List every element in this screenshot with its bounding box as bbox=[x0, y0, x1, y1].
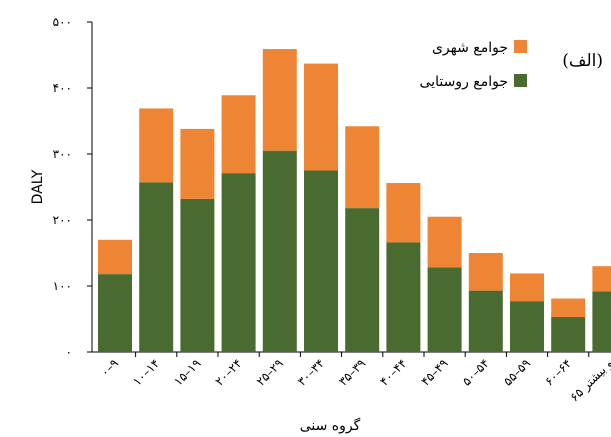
x-tick-label: ۲۵–۲۹ bbox=[254, 356, 286, 388]
x-tick-label: ۴۵–۴۹ bbox=[418, 356, 450, 388]
bar-segment bbox=[510, 273, 544, 302]
x-axis: ۰–۹ ۱۰–۱۴ ۱۵–۱۹ ۲۰–۲۴ ۲۵–۲۹ ۳۰–۳۴ ۳۵–۳۹ ۴۰–۴۴ ۴۵… bbox=[92, 351, 611, 405]
x-tick-label: ۶۵ و بیشتر bbox=[567, 356, 611, 405]
bar-segment bbox=[98, 239, 132, 275]
bar-segment bbox=[139, 182, 174, 352]
legend-label: جوامع روستایی bbox=[420, 74, 508, 90]
x-tick-label: ۴۰–۴۴ bbox=[377, 356, 409, 388]
x-tick-label: ۳۰–۳۴ bbox=[295, 356, 327, 388]
bar-segment bbox=[180, 198, 215, 352]
bar-segment bbox=[592, 291, 611, 352]
panel-label: (الف) bbox=[562, 51, 603, 71]
legend: جوامع شهری جوامع روستایی bbox=[420, 40, 527, 90]
x-tick-label: ۳۵–۳۹ bbox=[336, 356, 368, 388]
legend-swatch bbox=[514, 74, 527, 87]
bar-segment bbox=[468, 290, 503, 352]
bar-segment bbox=[386, 183, 421, 243]
bar-segment bbox=[221, 173, 256, 352]
bar-segment bbox=[468, 253, 503, 291]
bar-segment bbox=[98, 274, 132, 352]
x-tick-label: ۶۰–۶۴ bbox=[542, 356, 574, 388]
bar-segment bbox=[427, 267, 462, 352]
bar-segment bbox=[345, 208, 380, 352]
y-tick-label: ۲۰۰ bbox=[53, 213, 72, 227]
y-tick-label: ۴۰۰ bbox=[53, 81, 72, 95]
bar-segment bbox=[304, 170, 338, 352]
y-axis: ۰ ۱۰۰ ۲۰۰ ۳۰۰ ۴۰۰ ۵۰۰ bbox=[53, 15, 93, 359]
bars bbox=[98, 49, 611, 352]
legend-swatch bbox=[514, 40, 527, 53]
bar-segment bbox=[427, 216, 462, 268]
x-tick-label: ۱۵–۱۹ bbox=[171, 356, 203, 388]
y-tick-label: ۰ bbox=[66, 345, 72, 359]
bar-segment bbox=[510, 301, 544, 352]
bar-segment bbox=[221, 95, 256, 174]
bar-segment bbox=[551, 317, 586, 352]
x-tick-label: ۲۰–۲۴ bbox=[212, 356, 244, 388]
bar-segment bbox=[345, 126, 380, 209]
y-tick-label: ۵۰۰ bbox=[53, 15, 72, 29]
bar-segment bbox=[386, 242, 421, 352]
y-tick-label: ۱۰۰ bbox=[53, 279, 72, 293]
x-tick-label: ۰–۹ bbox=[98, 356, 121, 379]
x-axis-title: گروه سنی bbox=[300, 417, 361, 434]
y-tick-label: ۳۰۰ bbox=[53, 147, 72, 161]
bar-segment bbox=[304, 63, 338, 171]
bar-segment bbox=[180, 128, 215, 199]
bar-segment bbox=[262, 150, 297, 352]
x-tick-label: ۵۰–۵۴ bbox=[460, 356, 492, 388]
x-tick-label: ۱۰–۱۴ bbox=[130, 356, 162, 388]
bar-segment bbox=[551, 298, 586, 318]
x-tick-label: ۵۵–۵۹ bbox=[501, 356, 533, 388]
bar-segment bbox=[262, 49, 297, 151]
bar-segment bbox=[592, 266, 611, 292]
legend-label: جوامع شهری bbox=[432, 40, 508, 56]
bar-segment bbox=[139, 108, 174, 183]
y-axis-title: DALY bbox=[30, 169, 46, 204]
